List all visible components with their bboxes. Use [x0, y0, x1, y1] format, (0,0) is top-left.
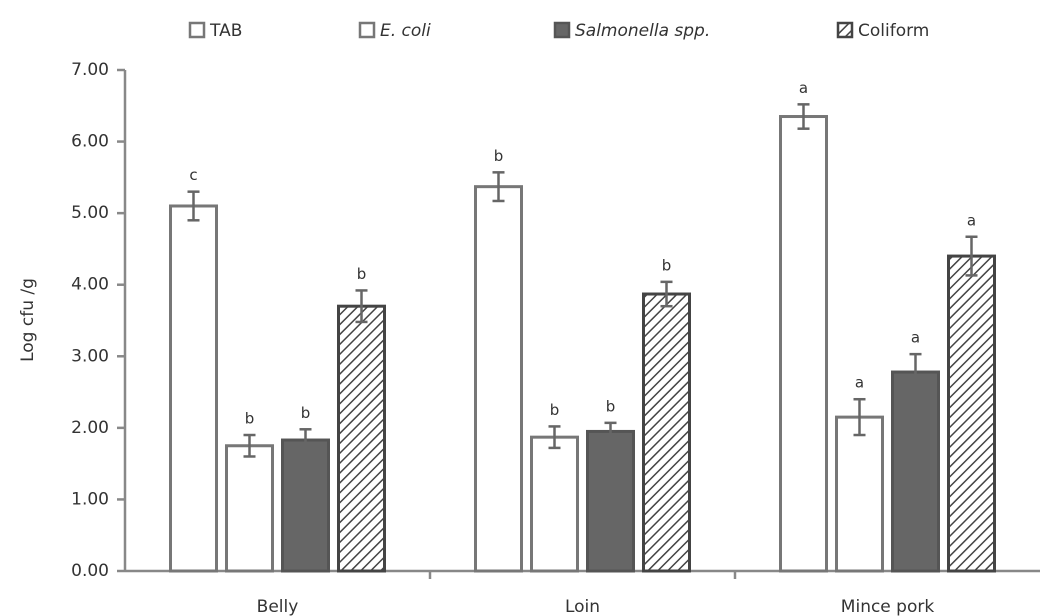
x-tick-label: Belly: [257, 597, 299, 616]
y-axis-label: Log cfu /g: [18, 278, 38, 362]
bar: [949, 256, 995, 571]
bar: [644, 294, 690, 571]
bar: [532, 437, 578, 571]
x-tick-label: Loin: [565, 597, 600, 616]
bar: [476, 187, 522, 571]
legend-swatch: [190, 23, 204, 37]
bar: [588, 431, 634, 571]
significance-letter: b: [301, 404, 311, 422]
bar: [339, 306, 385, 571]
significance-letter: b: [606, 397, 616, 415]
legend-swatch: [838, 23, 852, 37]
bar: [227, 446, 273, 571]
bar: [837, 417, 883, 571]
legend-label: TAB: [209, 21, 242, 41]
significance-letter: b: [550, 401, 560, 419]
bar: [283, 440, 329, 571]
significance-letter: b: [494, 147, 504, 165]
chart: Log cfu /g 0.00 1.00 2.00 3.00 4.00 5.00 6.00 7…: [0, 0, 1045, 616]
y-tick-label: 5.00: [71, 203, 109, 223]
y-tick-label: 6.00: [71, 132, 109, 152]
x-tick-label: Mince pork: [841, 597, 935, 616]
significance-letter: c: [189, 166, 197, 184]
y-tick-label: 1.00: [71, 489, 109, 509]
significance-letter: b: [245, 410, 255, 428]
bar: [781, 117, 827, 571]
significance-letter: a: [967, 211, 976, 229]
y-tick-label: 7.00: [71, 60, 109, 80]
legend-label: Salmonella spp.: [575, 21, 710, 41]
y-tick-label: 0.00: [71, 561, 109, 581]
bar: [171, 206, 217, 571]
significance-letter: b: [662, 256, 672, 274]
significance-letter: b: [357, 265, 367, 283]
significance-letter: a: [799, 79, 808, 97]
significance-letter: a: [911, 329, 920, 347]
legend-label: E. coli: [380, 21, 431, 41]
legend-swatch: [360, 23, 374, 37]
legend-label: Coliform: [858, 21, 929, 41]
significance-letter: a: [855, 374, 864, 392]
y-tick-label: 3.00: [71, 346, 109, 366]
legend-swatch: [555, 23, 569, 37]
y-tick-label: 4.00: [71, 275, 109, 295]
y-tick-label: 2.00: [71, 418, 109, 438]
bar: [893, 372, 939, 571]
